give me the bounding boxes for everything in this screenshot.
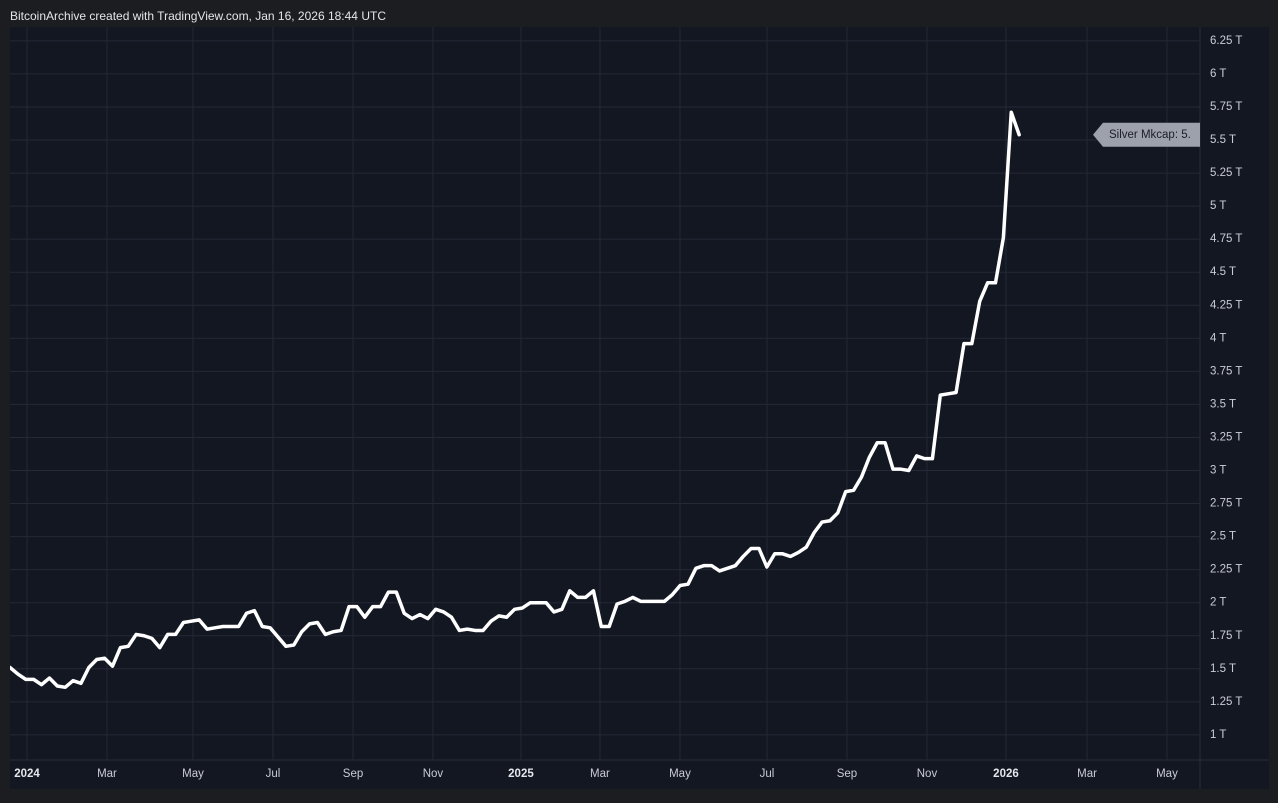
last-value-label: Silver Mkcap: 5. [1093, 122, 1200, 147]
x-tick-label: Sep [343, 768, 363, 780]
y-tick-label: 3.25 T [1210, 431, 1242, 443]
chart-panel [10, 27, 1269, 789]
y-tick-label: 3.5 T [1210, 398, 1236, 410]
y-tick-label: 1 T [1210, 729, 1226, 741]
x-tick-label: Mar [1077, 768, 1097, 780]
y-tick-label: 2.25 T [1210, 564, 1242, 576]
y-tick-label: 2.5 T [1210, 531, 1236, 543]
y-tick-label: 3 T [1210, 465, 1226, 477]
x-tick-label: Mar [97, 768, 117, 780]
x-tick-label: Jul [266, 768, 281, 780]
y-tick-label: 6.25 T [1210, 35, 1242, 47]
y-tick-label: 5 T [1210, 200, 1226, 212]
y-tick-label: 4 T [1210, 332, 1226, 344]
y-tick-label: 1.25 T [1210, 696, 1242, 708]
y-tick-label: 5.5 T [1210, 134, 1236, 146]
y-tick-label: 2 T [1210, 597, 1226, 609]
x-tick-label: May [182, 768, 204, 780]
y-tick-label: 5.25 T [1210, 167, 1242, 179]
y-tick-label: 3.75 T [1210, 365, 1242, 377]
x-tick-label: Sep [837, 768, 857, 780]
y-tick-label: 5.75 T [1210, 101, 1242, 113]
y-tick-label: 1.75 T [1210, 630, 1242, 642]
price-line [10, 110, 1021, 690]
x-tick-label: Jul [760, 768, 775, 780]
x-tick-label: 2026 [993, 768, 1019, 780]
x-tick-label: May [669, 768, 691, 780]
y-tick-label: 2.75 T [1210, 498, 1242, 510]
x-tick-label: Nov [917, 768, 938, 780]
x-tick-label: 2024 [14, 768, 40, 780]
y-tick-label: 4.5 T [1210, 266, 1236, 278]
x-tick-label: Nov [423, 768, 444, 780]
y-tick-label: 6 T [1210, 68, 1226, 80]
label-box [1093, 122, 1200, 147]
x-tick-label: Mar [590, 768, 610, 780]
y-tick-label: 4.75 T [1210, 233, 1242, 245]
chart-title: BitcoinArchive created with TradingView.… [10, 9, 386, 23]
y-tick-label: 1.5 T [1210, 663, 1236, 675]
y-tick-label: 4.25 T [1210, 299, 1242, 311]
x-tick-label: 2025 [508, 768, 534, 780]
label-text: Silver Mkcap: 5. [1109, 129, 1191, 141]
x-tick-label: May [1156, 768, 1178, 780]
